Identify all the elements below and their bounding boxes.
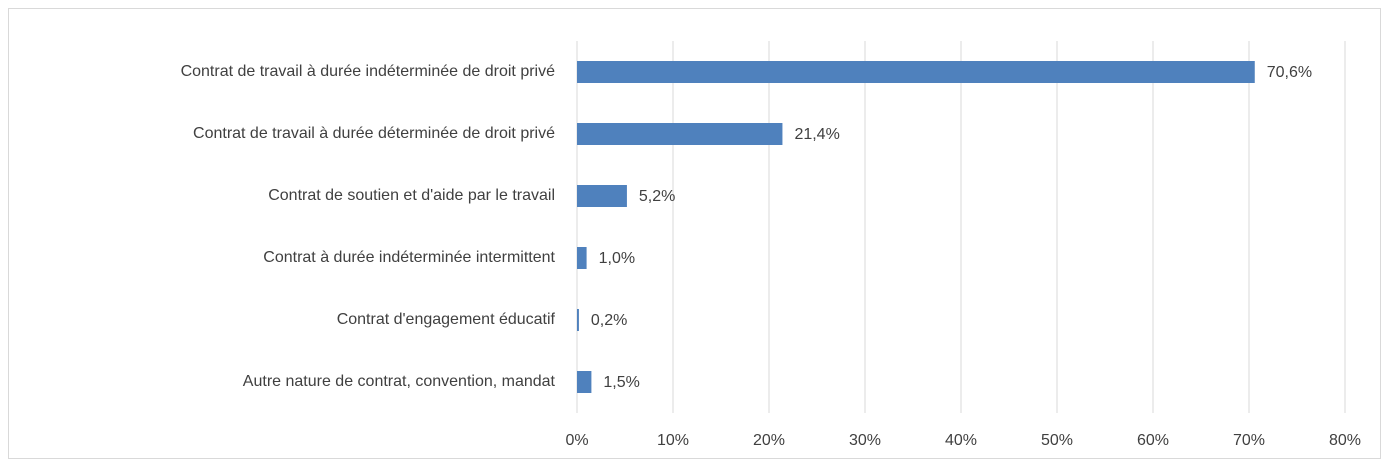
data-label: 21,4% [794, 126, 839, 143]
y-tick-label: Contrat à durée indéterminée intermitten… [263, 249, 555, 266]
bar [577, 371, 592, 393]
data-label: 1,5% [603, 374, 639, 391]
bar [577, 61, 1255, 83]
x-tick-label: 40% [945, 432, 977, 449]
x-tick-label: 70% [1233, 432, 1265, 449]
x-tick-label: 30% [849, 432, 881, 449]
data-label: 5,2% [639, 188, 675, 205]
bar [577, 185, 627, 207]
bar [577, 123, 783, 145]
y-tick-label: Contrat d'engagement éducatif [337, 311, 556, 328]
data-label: 1,0% [599, 250, 635, 267]
x-tick-label: 60% [1137, 432, 1169, 449]
y-tick-label: Contrat de travail à durée déterminée de… [193, 125, 555, 142]
y-tick-label: Contrat de soutien et d'aide par le trav… [268, 187, 555, 204]
y-tick-label: Autre nature de contrat, convention, man… [243, 373, 556, 390]
chart-frame [8, 8, 1381, 459]
x-tick-label: 80% [1329, 432, 1361, 449]
bar [577, 309, 579, 331]
x-tick-label: 10% [657, 432, 689, 449]
x-tick-label: 0% [565, 432, 588, 449]
x-tick-label: 20% [753, 432, 785, 449]
data-label: 70,6% [1267, 64, 1312, 81]
y-tick-label: Contrat de travail à durée indéterminée … [181, 63, 556, 80]
x-tick-label: 50% [1041, 432, 1073, 449]
bar [577, 247, 587, 269]
data-label: 0,2% [591, 312, 627, 329]
